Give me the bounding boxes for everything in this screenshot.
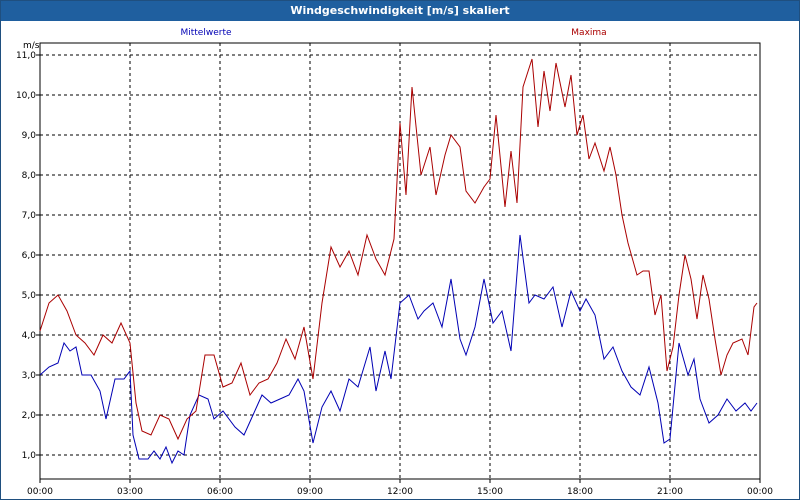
- x-tick-time: 00:00: [747, 487, 773, 497]
- x-tick-time: 00:00: [27, 487, 53, 497]
- y-tick-label: 7,0: [22, 211, 37, 221]
- y-axis-label: m/s: [23, 41, 40, 51]
- x-tick-time: 06:00: [207, 487, 233, 497]
- y-tick-label: 6,0: [22, 251, 37, 261]
- series-line-maxima: [39, 58, 758, 441]
- legend-maxima: Maxima: [571, 28, 606, 38]
- y-tick-label: 3,0: [22, 371, 37, 381]
- window-title: Windgeschwindigkeit [m/s] skaliert: [1, 1, 799, 21]
- x-tick-time: 21:00: [657, 487, 683, 497]
- wind-speed-chart: 1,0 2,0 3,0 4,0 5,0 6,0 7,0 8,0 9,0 10,0 11,0 00:00…: [16, 28, 773, 497]
- y-tick-label: 2,0: [22, 411, 37, 421]
- series-line-mittelwerte: [39, 234, 758, 465]
- y-tick-label: 11,0: [16, 51, 36, 61]
- series-lines: [39, 58, 758, 465]
- x-tick-time: 12:00: [387, 487, 413, 497]
- x-tick-time: 15:00: [477, 487, 503, 497]
- y-tick-label: 4,0: [22, 331, 37, 341]
- axes: 1,0 2,0 3,0 4,0 5,0 6,0 7,0 8,0 9,0 10,0 11,0 00:00…: [16, 51, 773, 497]
- y-tick-label: 8,0: [22, 171, 37, 181]
- x-tick-time: 18:00: [567, 487, 593, 497]
- x-tick-time: 03:00: [117, 487, 143, 497]
- legend-mittelwerte: Mittelwerte: [180, 28, 231, 38]
- x-tick-time: 09:00: [297, 487, 323, 497]
- y-tick-label: 9,0: [22, 131, 37, 141]
- y-tick-label: 5,0: [22, 291, 37, 301]
- y-tick-label: 1,0: [22, 451, 37, 461]
- y-tick-label: 10,0: [16, 91, 36, 101]
